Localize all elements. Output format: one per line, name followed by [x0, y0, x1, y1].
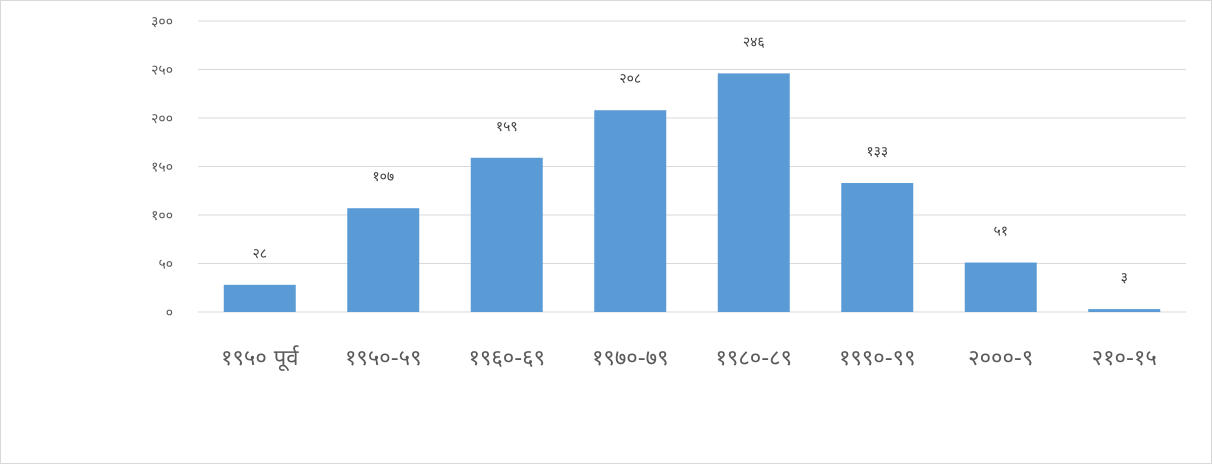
y-tick-label: १५०	[151, 160, 173, 176]
data-label: १५९	[496, 119, 518, 135]
bar	[717, 73, 790, 312]
x-tick-label: १९९०-९९	[839, 346, 916, 371]
data-label: २४६	[743, 34, 765, 50]
y-tick-label: ५०	[158, 257, 173, 273]
data-label: १३३	[866, 144, 888, 160]
x-axis-ticks: १९५० पूर्व १९५०-५९ १९६०-६९ १९७०-७९ १९८०-८९ १९…	[221, 345, 1157, 372]
data-label: २०८	[619, 71, 641, 87]
y-axis-ticks: ० ५० १०० १५० २०० २५० ३००	[151, 14, 173, 321]
data-label: १०७	[372, 169, 394, 185]
data-labels: २८ १०७ १५९ २०८ २४६ १३३ ५१ ३	[252, 34, 1127, 286]
y-tick-label: १००	[151, 208, 173, 224]
y-tick-label: ३००	[151, 14, 173, 30]
y-tick-label: ०	[166, 305, 173, 321]
gridlines	[198, 20, 1186, 313]
x-tick-label: १९५० पूर्व	[221, 345, 299, 372]
data-label: २८	[252, 246, 267, 262]
bar	[841, 182, 914, 312]
x-tick-label: १९६०-६९	[468, 346, 545, 371]
data-label: ३	[1121, 270, 1128, 286]
x-tick-label: २०००-९	[968, 346, 1033, 371]
x-tick-label: १९५०-५९	[345, 346, 422, 371]
bar	[594, 110, 667, 313]
bar	[223, 284, 296, 312]
y-tick-label: २००	[151, 111, 173, 127]
bar	[347, 208, 420, 312]
x-tick-label: १९७०-७९	[592, 346, 669, 371]
x-tick-label: २१०-१५	[1092, 346, 1157, 371]
bars	[223, 73, 1161, 313]
y-tick-label: २५०	[151, 63, 173, 79]
data-label: ५१	[993, 224, 1008, 240]
bar	[1088, 309, 1161, 312]
x-tick-label: १९८०-८९	[715, 346, 792, 371]
bar	[470, 157, 543, 312]
bar	[964, 262, 1037, 312]
